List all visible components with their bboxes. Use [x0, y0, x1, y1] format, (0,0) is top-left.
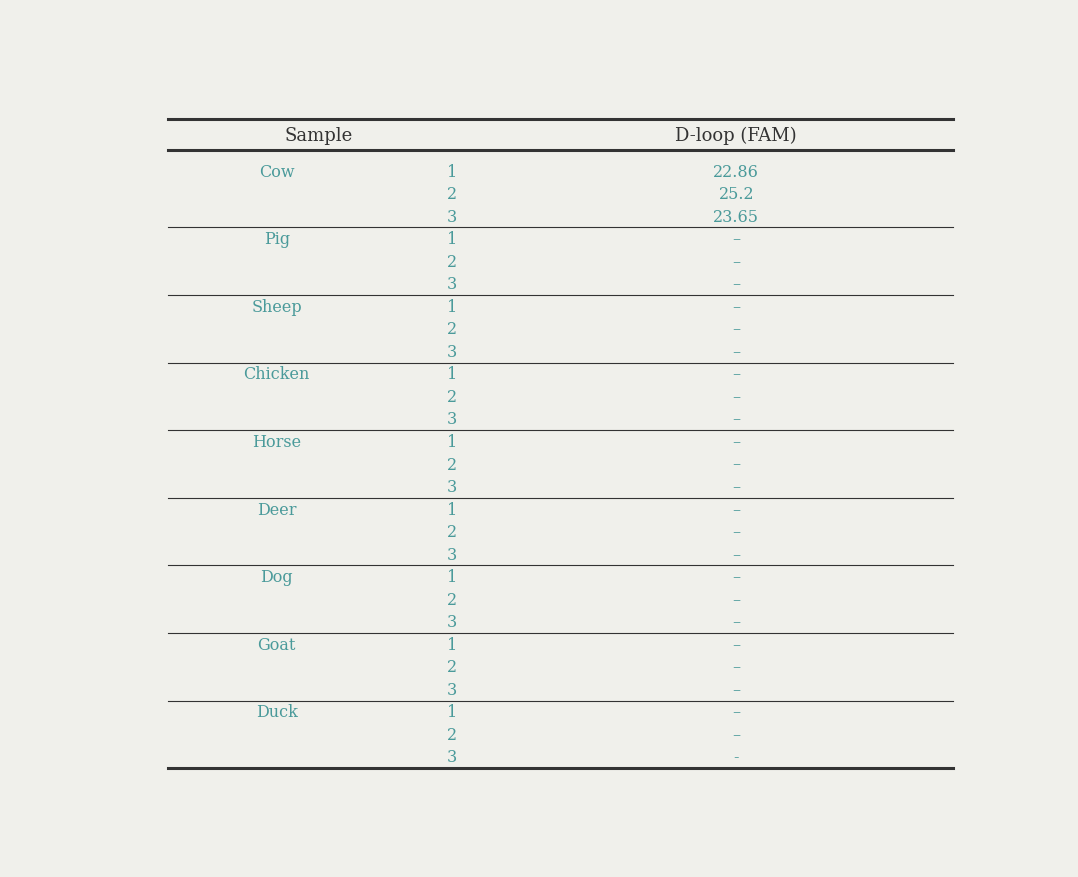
- Text: Horse: Horse: [252, 433, 302, 451]
- Text: –: –: [732, 636, 741, 653]
- Text: 2: 2: [447, 726, 457, 743]
- Text: –: –: [732, 231, 741, 248]
- Text: –: –: [732, 366, 741, 383]
- Text: Deer: Deer: [257, 501, 296, 518]
- Text: 1: 1: [447, 568, 457, 586]
- Text: 2: 2: [447, 321, 457, 338]
- Text: Pig: Pig: [264, 231, 290, 248]
- Text: 3: 3: [447, 209, 457, 225]
- Text: 25.2: 25.2: [718, 186, 755, 203]
- Text: –: –: [732, 411, 741, 428]
- Text: Sample: Sample: [285, 126, 353, 145]
- Text: –: –: [732, 479, 741, 496]
- Text: 1: 1: [447, 298, 457, 316]
- Text: 23.65: 23.65: [714, 209, 759, 225]
- Text: Goat: Goat: [258, 636, 296, 653]
- Text: 1: 1: [447, 703, 457, 721]
- Text: –: –: [732, 501, 741, 518]
- Text: 3: 3: [447, 546, 457, 563]
- Text: –: –: [732, 298, 741, 316]
- Text: 1: 1: [447, 366, 457, 383]
- Text: –: –: [732, 726, 741, 743]
- Text: 3: 3: [447, 276, 457, 293]
- Text: –: –: [732, 344, 741, 360]
- Text: 2: 2: [447, 186, 457, 203]
- Text: 2: 2: [447, 659, 457, 675]
- Text: 3: 3: [447, 411, 457, 428]
- Text: 1: 1: [447, 231, 457, 248]
- Text: Chicken: Chicken: [244, 366, 310, 383]
- Text: Cow: Cow: [259, 163, 294, 181]
- Text: 3: 3: [447, 749, 457, 766]
- Text: Dog: Dog: [261, 568, 293, 586]
- Text: –: –: [732, 276, 741, 293]
- Text: –: –: [732, 389, 741, 405]
- Text: –: –: [732, 546, 741, 563]
- Text: –: –: [732, 703, 741, 721]
- Text: –: –: [732, 659, 741, 675]
- Text: –: –: [732, 614, 741, 631]
- Text: Duck: Duck: [255, 703, 298, 721]
- Text: 1: 1: [447, 636, 457, 653]
- Text: 1: 1: [447, 163, 457, 181]
- Text: 2: 2: [447, 253, 457, 270]
- Text: -: -: [733, 749, 740, 766]
- Text: –: –: [732, 321, 741, 338]
- Text: 2: 2: [447, 524, 457, 540]
- Text: 2: 2: [447, 456, 457, 473]
- Text: 22.86: 22.86: [714, 163, 759, 181]
- Text: –: –: [732, 591, 741, 608]
- Text: –: –: [732, 681, 741, 698]
- Text: 2: 2: [447, 591, 457, 608]
- Text: D-loop (FAM): D-loop (FAM): [676, 126, 797, 145]
- Text: –: –: [732, 568, 741, 586]
- Text: –: –: [732, 456, 741, 473]
- Text: 2: 2: [447, 389, 457, 405]
- Text: –: –: [732, 433, 741, 451]
- Text: 1: 1: [447, 433, 457, 451]
- Text: –: –: [732, 524, 741, 540]
- Text: 3: 3: [447, 681, 457, 698]
- Text: –: –: [732, 253, 741, 270]
- Text: Sheep: Sheep: [251, 298, 302, 316]
- Text: 3: 3: [447, 344, 457, 360]
- Text: 3: 3: [447, 614, 457, 631]
- Text: 3: 3: [447, 479, 457, 496]
- Text: 1: 1: [447, 501, 457, 518]
